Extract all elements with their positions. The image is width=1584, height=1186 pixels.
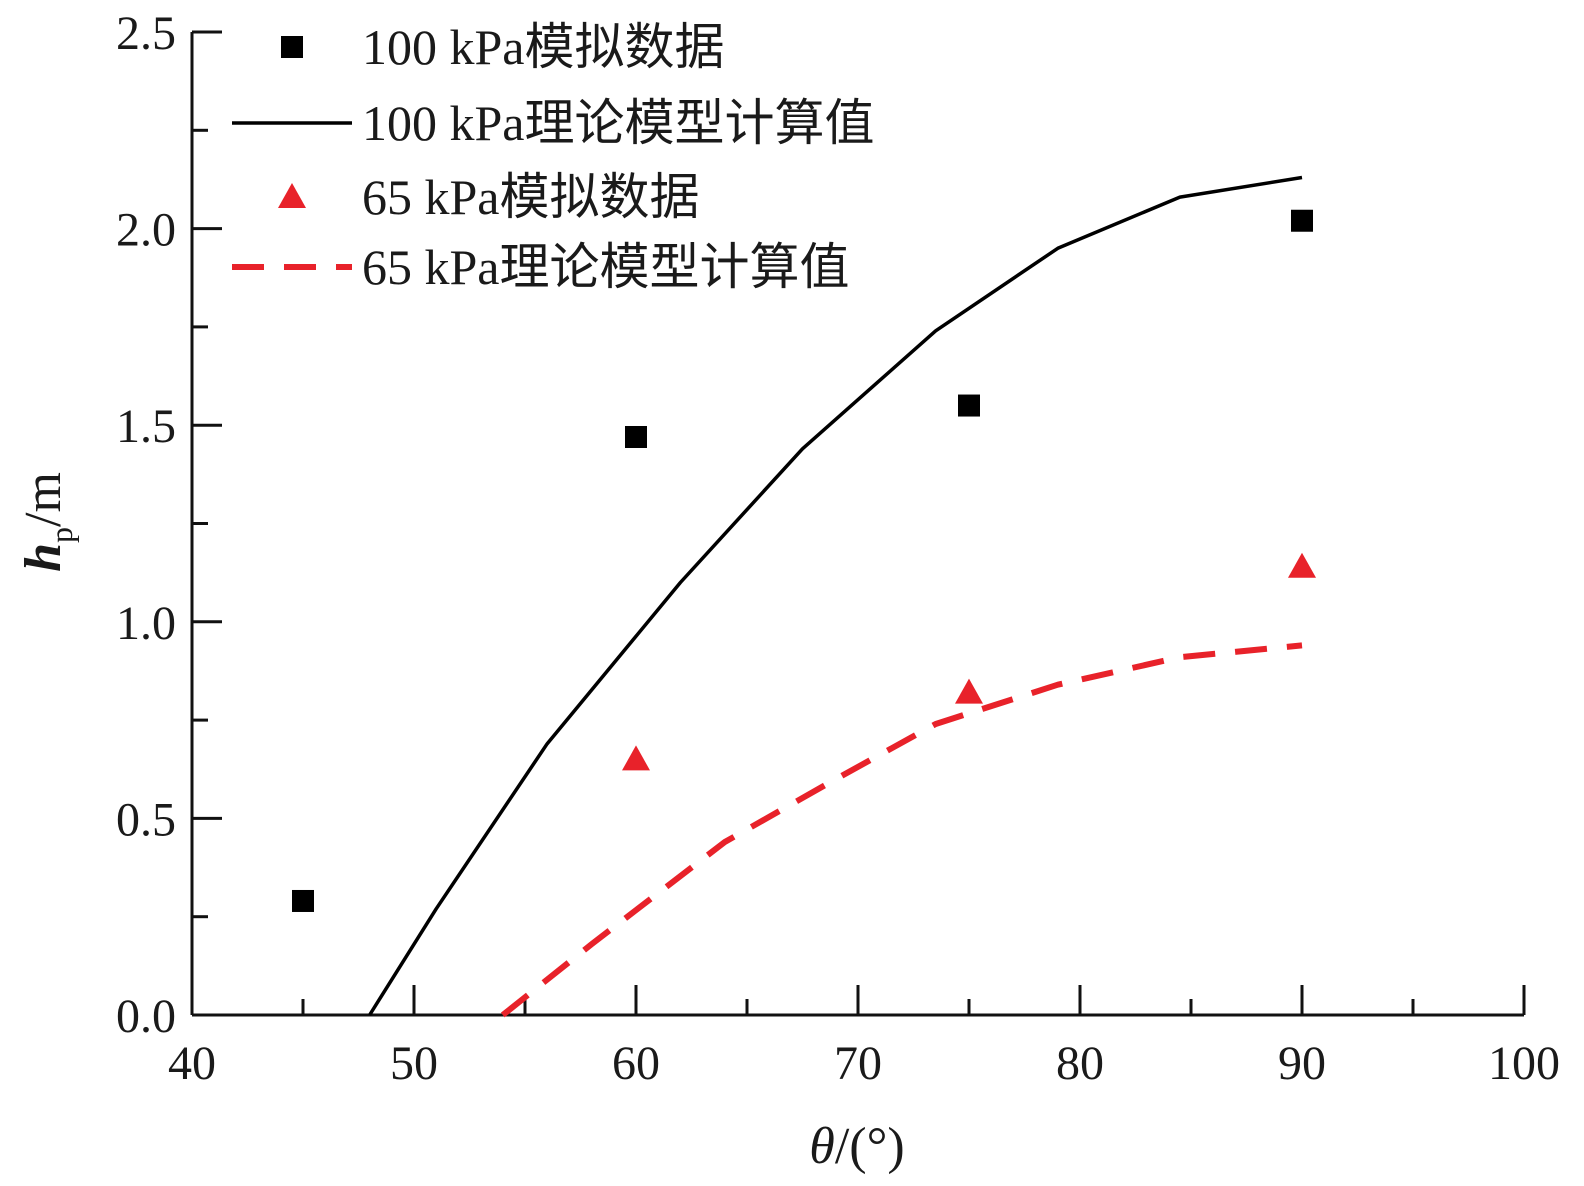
y-axis-unit: /m [15,472,72,527]
legend-item: 65 kPa模拟数据 [278,169,700,225]
data-point [292,889,314,912]
series-line [368,175,1303,1016]
series-line [500,642,1303,1018]
y-tick-label: 1.5 [116,400,176,453]
series-1 [368,175,1303,1016]
y-tick-label: 2.5 [116,7,176,60]
data-point [625,425,647,448]
axes: 40 50 60 70 80 90 100 0.0 0.5 1.0 1.5 2.0 2.5 [116,7,1560,1090]
x-tick-label: 50 [390,1037,438,1090]
x-tick-label: 60 [612,1037,660,1090]
y-tick-label: 0.5 [116,793,176,846]
x-tick-label: 80 [1056,1037,1104,1090]
data-point [622,745,650,771]
y-tick-label: 2.0 [116,204,176,257]
data-point [955,678,983,704]
legend-label: 100 kPa模拟数据 [362,19,725,75]
x-tick-label: 100 [1488,1037,1560,1090]
data-point [1291,209,1313,232]
legend-item: 100 kPa模拟数据 [281,19,725,75]
legend-label: 65 kPa理论模型计算值 [362,239,850,295]
x-tick-label: 70 [834,1037,882,1090]
x-axis-symbol: θ [809,1118,835,1175]
x-axis-title: θ/(°) [809,1118,904,1175]
legend-item: 65 kPa理论模型计算值 [232,239,850,295]
x-axis-unit: /(°) [835,1118,905,1175]
legend-label: 100 kPa理论模型计算值 [362,95,875,151]
data-point [1288,552,1316,578]
legend-swatch-marker [281,36,303,58]
series-3 [500,642,1303,1018]
y-tick-label: 1.0 [116,597,176,650]
y-tick-label: 0.0 [116,990,176,1043]
legend-swatch-marker [278,183,306,208]
series-2 [622,552,1316,771]
legend: 100 kPa模拟数据 100 kPa理论模型计算值 65 kPa模拟数据 65 kP… [232,19,875,295]
data-point [958,394,980,417]
x-tick-label: 90 [1278,1037,1326,1090]
series-layer [292,175,1316,1018]
legend-label: 65 kPa模拟数据 [362,169,700,225]
x-tick-label: 40 [168,1037,216,1090]
legend-item: 100 kPa理论模型计算值 [232,95,875,151]
y-axis-symbol: h [15,543,72,572]
y-axis-subscript: p [43,527,79,543]
y-axis-title: hp/m [15,472,79,572]
series-0 [292,209,1313,912]
